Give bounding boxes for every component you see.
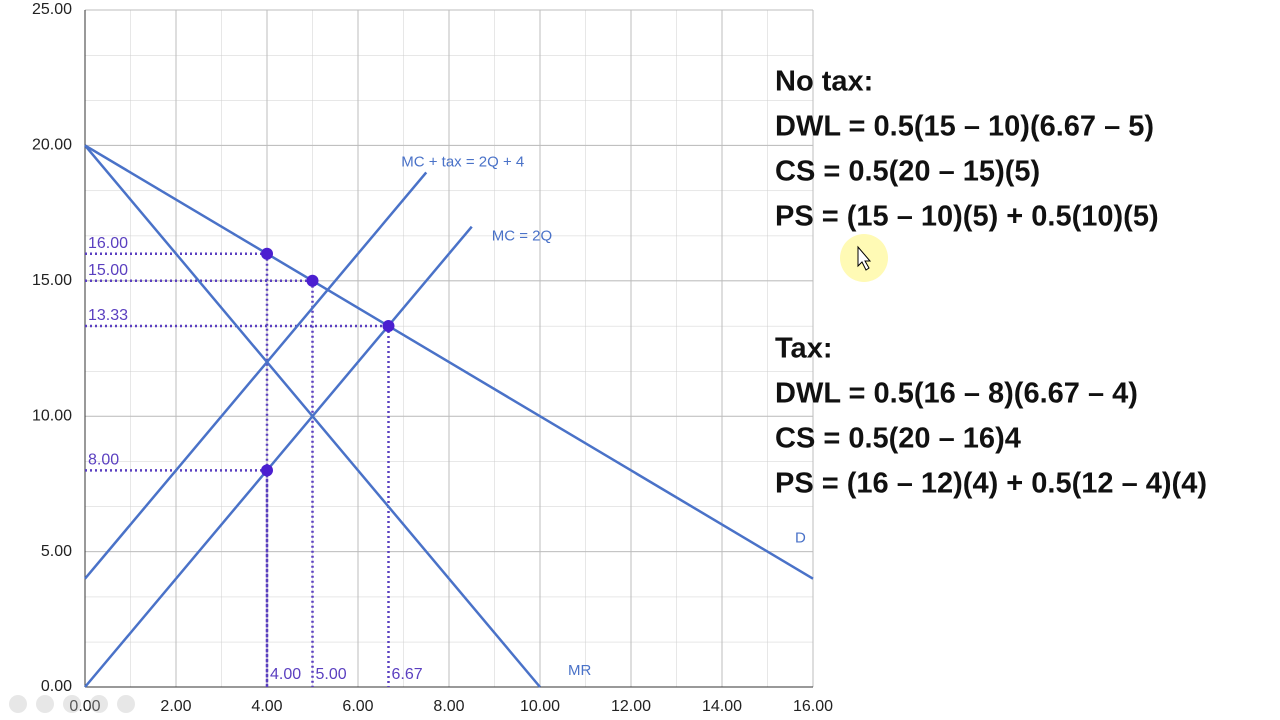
y-tick-label: 25.00 [32, 1, 72, 18]
cursor [840, 234, 888, 282]
series-label: MR [568, 662, 591, 679]
guide-x-label: 4.00 [270, 666, 301, 683]
note-line: DWL = 0.5(16 – 8)(6.67 – 4) [775, 378, 1138, 410]
series-line [84, 225, 473, 688]
x-tick-label: 0.00 [69, 698, 100, 715]
note-line: PS = (16 – 12)(4) + 0.5(12 – 4)(4) [775, 468, 1207, 500]
x-tick-label: 14.00 [702, 698, 742, 715]
series-label: MC = 2Q [492, 228, 552, 245]
note-line: CS = 0.5(20 – 15)(5) [775, 156, 1040, 188]
guide-y-label: 8.00 [88, 452, 119, 469]
x-tick-label: 2.00 [160, 698, 191, 715]
note-heading: Tax: [775, 333, 832, 365]
y-tick-label: 20.00 [32, 137, 72, 154]
y-tick-label: 10.00 [32, 407, 72, 424]
series-label: MC + tax = 2Q + 4 [401, 153, 524, 170]
plot: 0.00 2.00 4.00 6.00 8.00 10.00 12.00 14.00 16.00… [32, 1, 833, 715]
x-tick-label: 4.00 [251, 698, 282, 715]
series-line [84, 144, 814, 580]
note-line: DWL = 0.5(15 – 10)(6.67 – 5) [775, 111, 1154, 143]
series-label: D [795, 530, 806, 547]
note-line: PS = (15 – 10)(5) + 0.5(10)(5) [775, 201, 1159, 233]
note-heading: No tax: [775, 66, 873, 98]
x-tick-label: 8.00 [433, 698, 464, 715]
point [382, 320, 395, 333]
x-tick-label: 16.00 [793, 698, 833, 715]
y-tick-label: 5.00 [41, 543, 72, 560]
x-tick-label: 6.00 [342, 698, 373, 715]
point [261, 247, 273, 260]
guide-y-label: 13.33 [88, 307, 128, 324]
point [261, 464, 273, 477]
series-line [84, 171, 428, 580]
y-tick-label: 15.00 [32, 272, 72, 289]
guide-y-label: 15.00 [88, 262, 128, 279]
x-tick-label: 12.00 [611, 698, 651, 715]
toolbar[interactable] [9, 695, 135, 713]
guide-x-label: 5.00 [316, 666, 347, 683]
note-line: CS = 0.5(20 – 16)4 [775, 423, 1021, 455]
guide-x-label: 6.67 [391, 666, 422, 683]
y-tick-label: 0.00 [41, 678, 72, 695]
notes: No tax: DWL = 0.5(15 – 10)(6.67 – 5) CS = … [775, 66, 1207, 500]
x-tick-label: 10.00 [520, 698, 560, 715]
point [306, 274, 319, 287]
guide-y-label: 16.00 [88, 235, 128, 252]
